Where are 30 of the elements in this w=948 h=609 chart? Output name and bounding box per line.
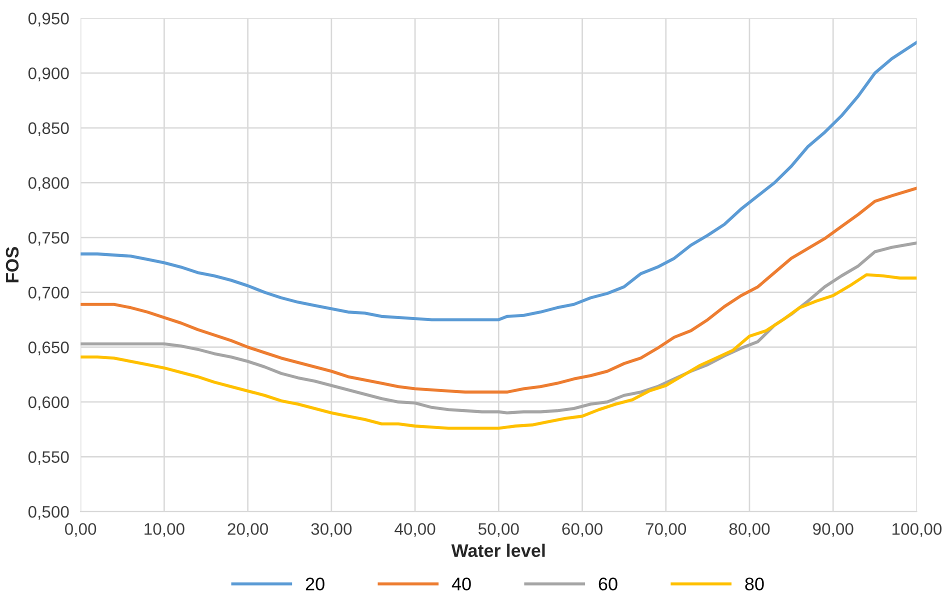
x-tick-label: 60,00	[562, 523, 602, 537]
x-tick-label: 40,00	[394, 523, 436, 537]
legend-label: 80	[745, 578, 764, 590]
y-tick-label: 0,500	[28, 506, 69, 520]
y-tick-label: 0,700	[28, 286, 69, 300]
legend-label: 60	[598, 578, 618, 590]
y-tick-label: 0,600	[28, 396, 69, 410]
x-tick-label: 0,00	[65, 523, 96, 537]
line-series	[80, 273, 917, 430]
y-tick-label: 0,950	[28, 12, 69, 26]
line-series	[80, 186, 917, 394]
x-tick-label: 100,00	[892, 523, 942, 537]
x-tick-label: 10,00	[144, 523, 184, 537]
x-axis-title: Water level	[451, 544, 545, 558]
x-tick-label: 20,00	[228, 523, 268, 537]
y-tick-label: 0,800	[28, 177, 69, 191]
legend-label: 40	[452, 578, 471, 590]
x-tick-label: 50,00	[478, 523, 519, 537]
legend-label: 20	[306, 578, 324, 590]
y-tick-label: 0,850	[28, 122, 69, 136]
line-series	[80, 40, 917, 322]
y-tick-label: 0,650	[28, 342, 69, 356]
x-tick-label: 70,00	[646, 523, 686, 537]
y-tick-label: 0,550	[28, 451, 69, 465]
x-tick-label: 90,00	[813, 523, 854, 537]
y-tick-label: 0,900	[28, 67, 69, 82]
y-axis-title: FOS	[6, 247, 19, 282]
y-tick-label: 0,750	[28, 232, 69, 246]
x-tick-label: 30,00	[311, 523, 352, 537]
x-tick-label: 80,00	[729, 523, 770, 537]
